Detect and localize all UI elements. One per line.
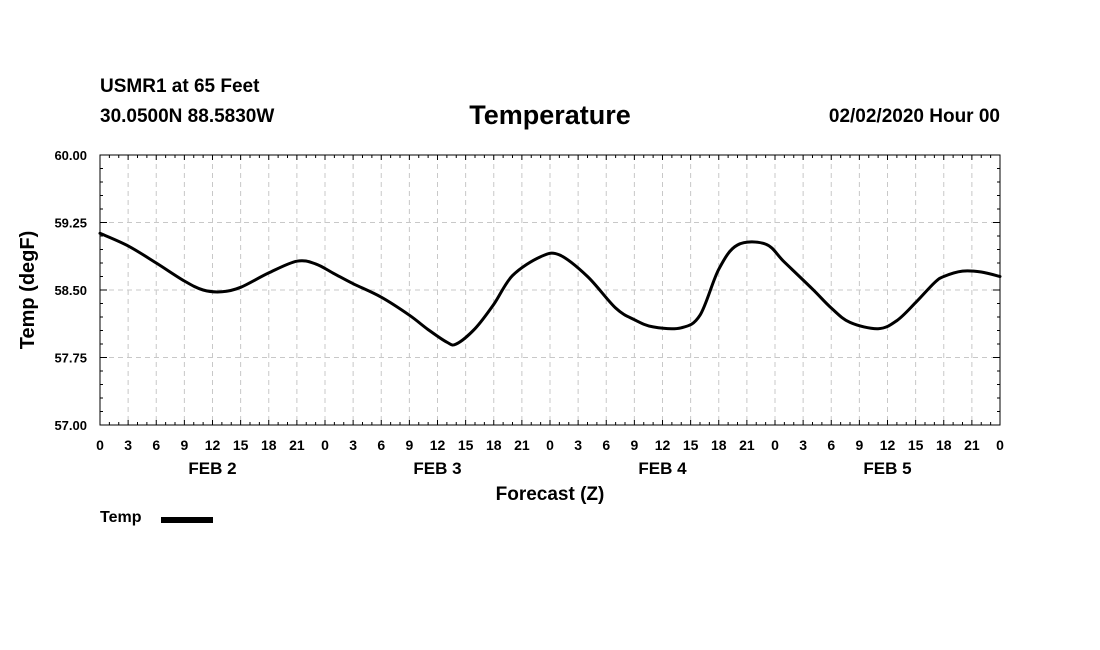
y-tick-label: 58.50 (54, 283, 87, 298)
coordinates-label: 30.0500N 88.5830W (100, 106, 275, 127)
x-axis-label: Forecast (Z) (496, 484, 605, 505)
x-tick-label: 12 (430, 437, 446, 453)
chart-title: Temperature (469, 100, 631, 130)
run-time-label: 02/02/2020 Hour 00 (828, 106, 1000, 127)
x-tick-label: 3 (124, 437, 132, 453)
legend-label: Temp (100, 509, 142, 526)
x-tick-label: 18 (486, 437, 502, 453)
x-tick-label: 12 (205, 437, 221, 453)
x-tick-label: 15 (908, 437, 924, 453)
x-tick-label: 18 (711, 437, 727, 453)
x-tick-label: 6 (152, 437, 160, 453)
x-tick-label: 12 (880, 437, 896, 453)
x-tick-label: 3 (574, 437, 582, 453)
y-tick-label: 59.25 (54, 216, 87, 231)
day-label: FEB 2 (188, 459, 236, 478)
day-label: FEB 3 (413, 459, 461, 478)
x-tick-label: 0 (771, 437, 779, 453)
x-tick-label: 15 (458, 437, 474, 453)
y-axis-label: Temp (degF) (17, 231, 39, 350)
x-tick-label: 6 (827, 437, 835, 453)
day-label: FEB 5 (863, 459, 911, 478)
x-tick-label: 15 (233, 437, 249, 453)
series-line-temp (98, 231, 1002, 347)
x-tick-label: 18 (261, 437, 277, 453)
x-tick-label: 9 (180, 437, 188, 453)
legend-swatch-temp (161, 517, 213, 523)
y-tick-label: 60.00 (54, 148, 87, 163)
x-tick-label: 12 (655, 437, 671, 453)
y-tick-label: 57.00 (54, 418, 87, 433)
x-tick-label: 21 (289, 437, 305, 453)
x-tick-label: 6 (377, 437, 385, 453)
plot-frame (99, 154, 1001, 426)
x-tick-label: 21 (964, 437, 980, 453)
x-tick-label: 9 (630, 437, 638, 453)
station-label: USMR1 at 65 Feet (100, 76, 260, 97)
x-tick-label: 0 (96, 437, 104, 453)
y-tick-label: 57.75 (54, 351, 87, 366)
x-tick-label: 0 (321, 437, 329, 453)
x-tick-label: 0 (996, 437, 1004, 453)
x-tick-label: 3 (349, 437, 357, 453)
x-tick-label: 9 (405, 437, 413, 453)
x-tick-label: 21 (514, 437, 530, 453)
x-tick-label: 21 (739, 437, 755, 453)
day-label: FEB 4 (638, 459, 687, 478)
x-tick-label: 0 (546, 437, 554, 453)
x-tick-label: 3 (799, 437, 807, 453)
x-tick-label: 6 (602, 437, 610, 453)
x-tick-label: 15 (683, 437, 699, 453)
x-tick-label: 18 (936, 437, 952, 453)
x-tick-label: 9 (855, 437, 863, 453)
grid (100, 155, 1000, 425)
axis-labels: 0 3 6 9 12 15 18 21 0 3 6 9 12 15 18 21 0 3 6 9 12 15 18 21 0 3 6 9… (54, 148, 1004, 478)
